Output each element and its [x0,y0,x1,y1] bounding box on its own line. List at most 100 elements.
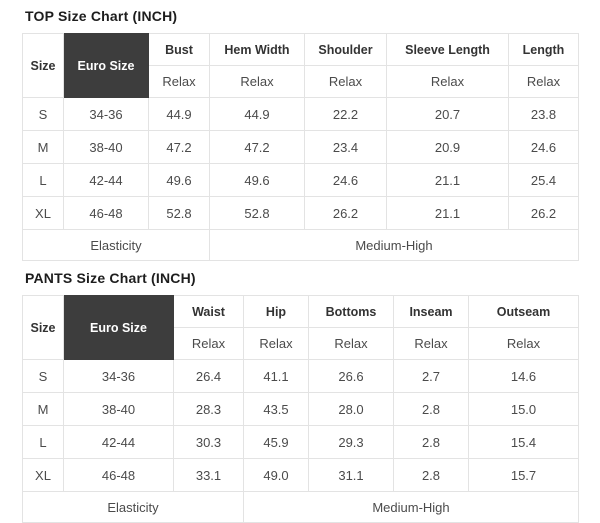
fit-cell: Relax [173,327,244,360]
value-cell: 26.2 [304,196,387,230]
value-cell: 52.8 [209,196,305,230]
table-row-l: L 42-44 30.3 45.9 29.3 2.8 15.4 [22,425,579,459]
fit-row: Relax Relax Relax Relax Relax [23,327,579,360]
value-cell: 49.6 [148,163,210,197]
value-cell: 52.8 [148,196,210,230]
value-cell: 2.8 [393,425,469,459]
size-cell: L [22,163,64,197]
value-cell: 2.8 [393,458,469,492]
value-cell: 20.9 [386,130,509,164]
table-row-m: M 38-40 28.3 43.5 28.0 2.8 15.0 [22,392,579,426]
column-header-bottoms: Bottoms [308,295,394,328]
fit-cell: Relax [304,65,387,98]
euro-size-cell: 46-48 [63,196,149,230]
value-cell: 45.9 [243,425,309,459]
value-cell: 44.9 [209,97,305,131]
column-header-length: Length [508,33,579,66]
fit-cell: Relax [209,65,305,98]
pants-size-table: Size Euro Size Waist Hip Bottoms Inseam … [22,295,579,523]
column-header-hip: Hip [243,295,309,328]
value-cell: 28.0 [308,392,394,426]
elasticity-value: Medium-High [243,491,579,523]
fit-cell: Relax [148,65,210,98]
column-header-shoulder: Shoulder [304,33,387,66]
fit-cell: Relax [386,65,509,98]
value-cell: 24.6 [304,163,387,197]
top-size-table: Size Euro Size Bust Hem Width Shoulder S… [22,33,579,261]
value-cell: 25.4 [508,163,579,197]
column-header-sleeve-length: Sleeve Length [386,33,509,66]
table-row-s: S 34-36 26.4 41.1 26.6 2.7 14.6 [22,359,579,393]
euro-size-cell: 46-48 [63,458,174,492]
value-cell: 41.1 [243,359,309,393]
value-cell: 23.8 [508,97,579,131]
value-cell: 20.7 [386,97,509,131]
value-cell: 15.0 [468,392,579,426]
table-row-m: M 38-40 47.2 47.2 23.4 20.9 24.6 [22,130,579,164]
size-cell: M [22,392,64,426]
value-cell: 44.9 [148,97,210,131]
value-cell: 31.1 [308,458,394,492]
table-row-s: S 34-36 44.9 44.9 22.2 20.7 23.8 [22,97,579,131]
value-cell: 2.8 [393,392,469,426]
euro-size-cell: 34-36 [63,359,174,393]
euro-size-cell: 42-44 [63,163,149,197]
value-cell: 15.7 [468,458,579,492]
euro-size-cell: 38-40 [63,392,174,426]
fit-cell: Relax [393,327,469,360]
value-cell: 47.2 [209,130,305,164]
elasticity-value: Medium-High [209,229,579,261]
value-cell: 21.1 [386,196,509,230]
value-cell: 26.6 [308,359,394,393]
value-cell: 30.3 [173,425,244,459]
size-cell: XL [22,196,64,230]
header-row: Size Euro Size Waist Hip Bottoms Inseam … [22,295,579,360]
value-cell: 22.2 [304,97,387,131]
value-cell: 26.4 [173,359,244,393]
size-column-header: Size [22,33,64,98]
euro-size-column-header: Euro Size [63,33,149,98]
euro-size-cell: 34-36 [63,97,149,131]
size-cell: XL [22,458,64,492]
value-cell: 15.4 [468,425,579,459]
table-row-xl: XL 46-48 52.8 52.8 26.2 21.1 26.2 [22,196,579,230]
value-cell: 2.7 [393,359,469,393]
value-cell: 23.4 [304,130,387,164]
size-cell: L [22,425,64,459]
size-cell: S [22,359,64,393]
euro-size-cell: 42-44 [63,425,174,459]
value-cell: 49.6 [209,163,305,197]
top-chart-title: TOP Size Chart (INCH) [25,8,178,24]
column-header-waist: Waist [173,295,244,328]
section-spacer [22,265,600,268]
pants-chart-title: PANTS Size Chart (INCH) [25,270,196,286]
elasticity-row: Elasticity Medium-High [22,491,579,523]
table-row-xl: XL 46-48 33.1 49.0 31.1 2.8 15.7 [22,458,579,492]
table-row-l: L 42-44 49.6 49.6 24.6 21.1 25.4 [22,163,579,197]
euro-size-column-header: Euro Size [63,295,174,360]
fit-row: Relax Relax Relax Relax Relax [23,65,579,98]
fit-cell: Relax [468,327,579,360]
column-header-inseam: Inseam [393,295,469,328]
value-cell: 43.5 [243,392,309,426]
header-row: Size Euro Size Bust Hem Width Shoulder S… [22,33,579,98]
size-cell: S [22,97,64,131]
fit-cell: Relax [243,327,309,360]
value-cell: 24.6 [508,130,579,164]
value-cell: 28.3 [173,392,244,426]
value-cell: 14.6 [468,359,579,393]
value-cell: 29.3 [308,425,394,459]
column-header-hem-width: Hem Width [209,33,305,66]
value-cell: 26.2 [508,196,579,230]
fit-cell: Relax [308,327,394,360]
fit-cell: Relax [508,65,579,98]
size-column-header: Size [22,295,64,360]
elasticity-label: Elasticity [22,491,244,523]
elasticity-label: Elasticity [22,229,210,261]
column-header-bust: Bust [148,33,210,66]
value-cell: 33.1 [173,458,244,492]
euro-size-cell: 38-40 [63,130,149,164]
column-header-outseam: Outseam [468,295,579,328]
value-cell: 47.2 [148,130,210,164]
